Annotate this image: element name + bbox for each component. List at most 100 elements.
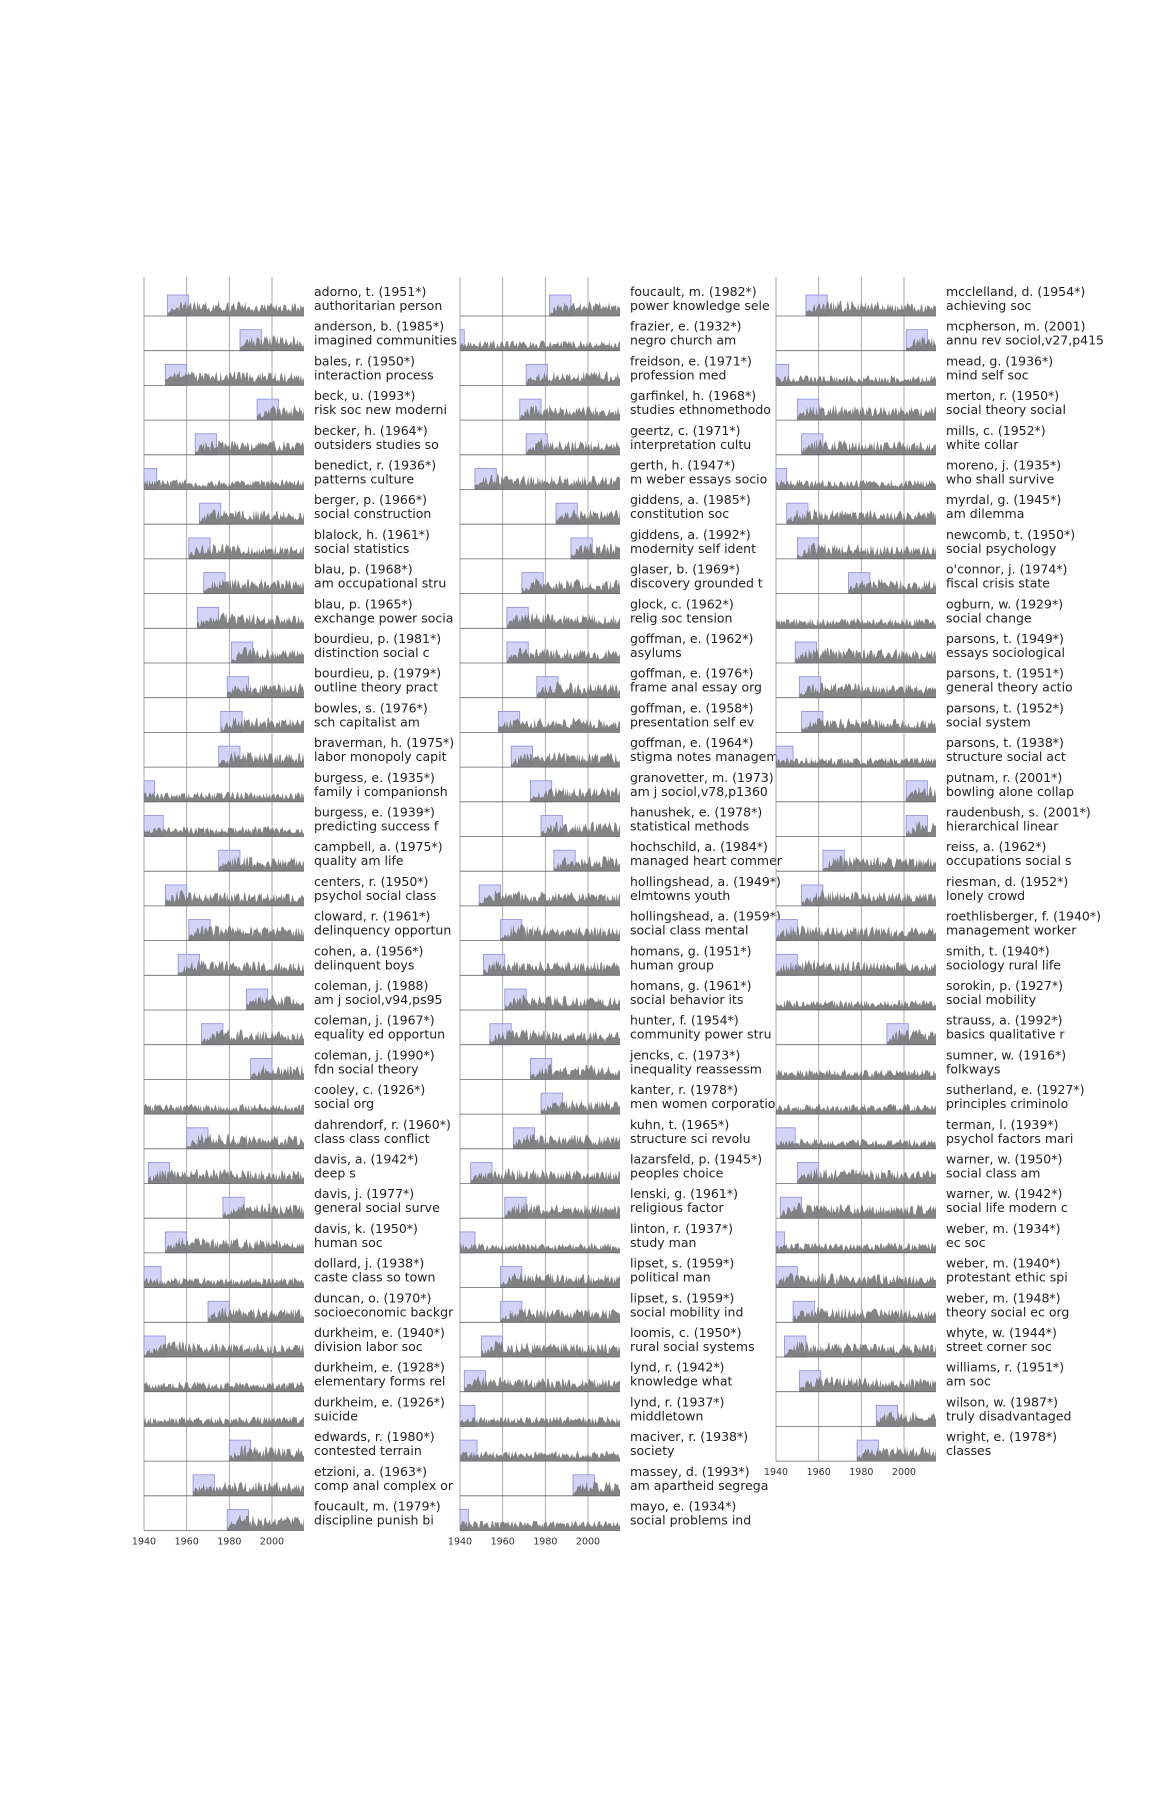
work-author-label: kanter, r. (1978*) — [630, 1082, 738, 1097]
work-author-label: blalock, h. (1961*) — [314, 527, 430, 542]
work-author-label: centers, r. (1950*) — [314, 874, 428, 889]
work-title-label: protestant ethic spi — [946, 1270, 1068, 1285]
citation-area — [795, 647, 936, 663]
work-title-label: social mobility — [946, 992, 1037, 1007]
work-author-label: foucault, m. (1979*) — [314, 1499, 441, 1514]
citation-area — [500, 1272, 620, 1288]
citation-area — [218, 750, 304, 768]
work-author-label: davis, j. (1977*) — [314, 1186, 414, 1201]
work-author-label: hunter, f. (1954*) — [630, 1013, 739, 1028]
work-author-label: newcomb, t. (1950*) — [946, 527, 1075, 542]
work-author-label: mcclelland, d. (1954*) — [946, 284, 1085, 299]
citation-area — [227, 682, 304, 698]
work-title-label: general theory actio — [946, 680, 1073, 695]
work-author-label: williams, r. (1951*) — [946, 1360, 1064, 1375]
work-author-label: hollingshead, a. (1959*) — [630, 909, 781, 924]
work-title-label: stigma notes managem — [630, 749, 779, 764]
work-title-label: suicide — [314, 1408, 358, 1423]
citation-area — [165, 890, 304, 906]
work-author-label: strauss, a. (1992*) — [946, 1013, 1063, 1028]
work-author-label: freidson, e. (1971*) — [630, 353, 752, 368]
citation-area — [257, 404, 304, 421]
work-author-label: duncan, o. (1970*) — [314, 1290, 431, 1305]
citation-area — [526, 371, 620, 386]
work-author-label: moreno, j. (1935*) — [946, 458, 1061, 473]
work-author-label: massey, d. (1993*) — [630, 1464, 750, 1479]
citation-area — [506, 612, 620, 629]
work-title-label: sch capitalist am — [314, 714, 420, 729]
work-title-label: predicting success f — [314, 819, 439, 834]
x-tick-label: 1940 — [132, 1537, 156, 1548]
work-author-label: burgess, e. (1939*) — [314, 805, 435, 820]
work-title-label: outsiders studies so — [314, 437, 439, 452]
x-tick-label: 1940 — [448, 1537, 472, 1548]
work-author-label: sutherland, e. (1927*) — [946, 1082, 1084, 1097]
citation-area — [144, 1381, 304, 1392]
work-title-label: elmtowns youth — [630, 888, 730, 903]
work-title-label: rural social systems — [630, 1339, 755, 1354]
work-title-label: social mobility ind — [630, 1304, 743, 1319]
x-tick-label: 1980 — [217, 1537, 241, 1548]
work-title-label: patterns culture — [314, 472, 414, 487]
work-title-label: am occupational stru — [314, 576, 446, 591]
work-title-label: study man — [630, 1235, 696, 1250]
work-title-label: exchange power socia — [314, 610, 453, 625]
citation-area — [776, 1069, 936, 1080]
work-author-label: homans, g. (1951*) — [630, 943, 751, 958]
citation-area — [188, 925, 304, 941]
work-author-label: weber, m. (1934*) — [946, 1221, 1061, 1236]
citation-area — [906, 786, 936, 802]
work-author-label: lynd, r. (1942*) — [630, 1360, 724, 1375]
citation-area — [776, 618, 936, 629]
citation-area — [227, 1514, 304, 1531]
work-author-label: frazier, e. (1932*) — [630, 319, 741, 334]
work-author-label: mcpherson, m. (2001) — [946, 319, 1085, 334]
citation-area — [144, 479, 304, 490]
work-author-label: warner, w. (1942*) — [946, 1186, 1062, 1201]
work-author-label: myrdal, g. (1945*) — [946, 492, 1061, 507]
work-title-label: studies ethnomethodo — [630, 402, 771, 417]
work-title-label: family i companionsh — [314, 784, 448, 799]
work-title-label: comp anal complex or — [314, 1478, 454, 1493]
citation-area — [144, 826, 304, 837]
citation-area — [530, 1064, 620, 1080]
citation-area — [246, 994, 304, 1010]
work-title-label: community power stru — [630, 1027, 772, 1042]
citation-area — [526, 438, 620, 455]
citation-area — [776, 375, 936, 386]
work-title-label: occupations social s — [946, 853, 1071, 868]
work-title-label: authoritarian person — [314, 298, 442, 313]
work-title-label: class class conflict — [314, 1131, 430, 1146]
citation-area — [460, 1416, 620, 1427]
citation-area — [220, 717, 304, 733]
citation-area — [776, 999, 936, 1010]
work-author-label: kuhn, t. (1965*) — [630, 1117, 729, 1132]
work-title-label: presentation self ev — [630, 714, 755, 729]
work-title-label: basics qualitative r — [946, 1027, 1065, 1042]
work-author-label: coleman, j. (1967*) — [314, 1013, 435, 1028]
citation-area — [193, 1480, 304, 1496]
work-title-label: general social surve — [314, 1200, 440, 1215]
citation-area — [188, 543, 304, 559]
work-author-label: dahrendorf, r. (1960*) — [314, 1117, 451, 1132]
work-title-label: labor monopoly capit — [314, 749, 447, 764]
work-author-label: dollard, j. (1938*) — [314, 1256, 424, 1271]
work-author-label: bales, r. (1950*) — [314, 353, 415, 368]
work-title-label: discovery grounded t — [630, 576, 763, 591]
work-author-label: campbell, a. (1975*) — [314, 839, 443, 854]
citation-area — [556, 508, 620, 525]
work-author-label: gerth, h. (1947*) — [630, 458, 735, 473]
work-title-label: theory social ec org — [946, 1304, 1069, 1319]
work-author-label: goffman, e. (1976*) — [630, 666, 753, 681]
citation-area — [474, 473, 620, 490]
work-author-label: jencks, c. (1973*) — [629, 1047, 740, 1062]
work-title-label: structure social act — [946, 749, 1066, 764]
citation-area — [776, 1138, 936, 1149]
work-title-label: frame anal essay org — [630, 680, 762, 695]
work-title-label: am soc — [946, 1374, 991, 1389]
work-title-label: social class am — [946, 1166, 1040, 1181]
work-author-label: durkheim, e. (1940*) — [314, 1325, 445, 1340]
work-author-label: durkheim, e. (1928*) — [314, 1360, 445, 1375]
citation-area — [549, 301, 620, 316]
work-title-label: social system — [946, 714, 1031, 729]
